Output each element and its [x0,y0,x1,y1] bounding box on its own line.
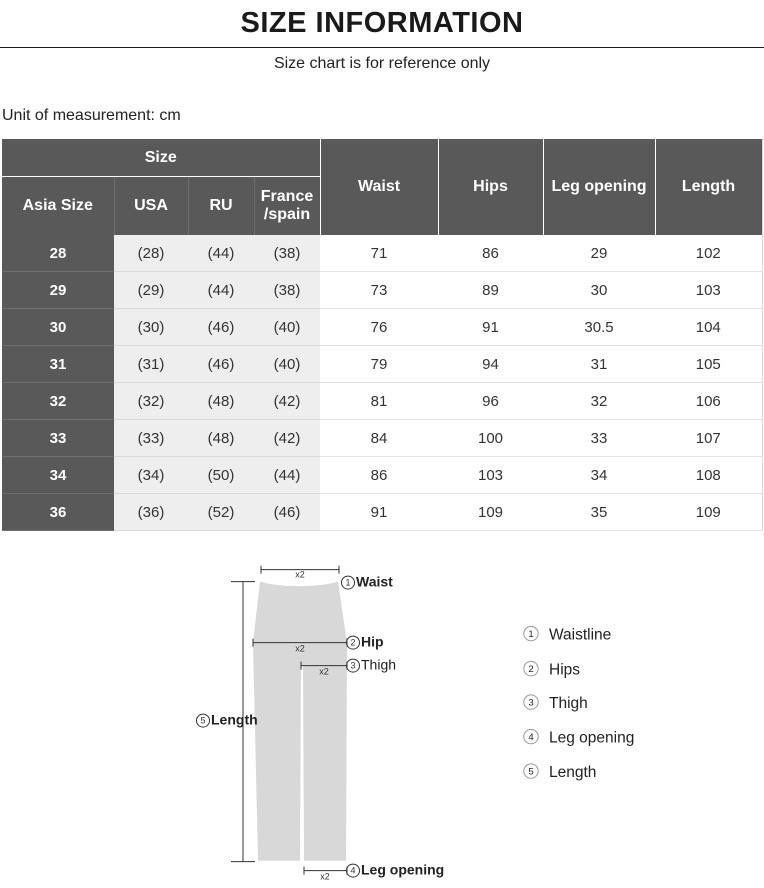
svg-text:Hips: Hips [549,662,580,679]
svg-text:2: 2 [350,638,355,648]
svg-text:Hip: Hip [361,634,384,650]
svg-text:x2: x2 [319,667,329,677]
svg-text:x2: x2 [295,570,305,580]
svg-text:x2: x2 [320,872,330,882]
svg-text:1: 1 [528,629,533,640]
svg-text:5: 5 [200,716,205,726]
svg-text:4: 4 [350,866,355,876]
svg-text:x2: x2 [295,644,305,654]
svg-text:Waistline: Waistline [549,627,611,644]
svg-text:Leg opening: Leg opening [361,862,444,878]
svg-text:2: 2 [528,664,533,675]
svg-text:3: 3 [528,698,533,709]
svg-text:Leg opening: Leg opening [549,730,634,747]
svg-text:4: 4 [528,732,533,743]
svg-text:Length: Length [549,764,596,781]
svg-text:Thigh: Thigh [361,657,396,673]
svg-text:5: 5 [528,767,533,778]
svg-text:3: 3 [350,661,355,671]
svg-text:1: 1 [345,578,350,588]
svg-text:Length: Length [211,712,258,728]
svg-text:Thigh: Thigh [549,695,588,712]
svg-text:Waist: Waist [356,574,393,590]
